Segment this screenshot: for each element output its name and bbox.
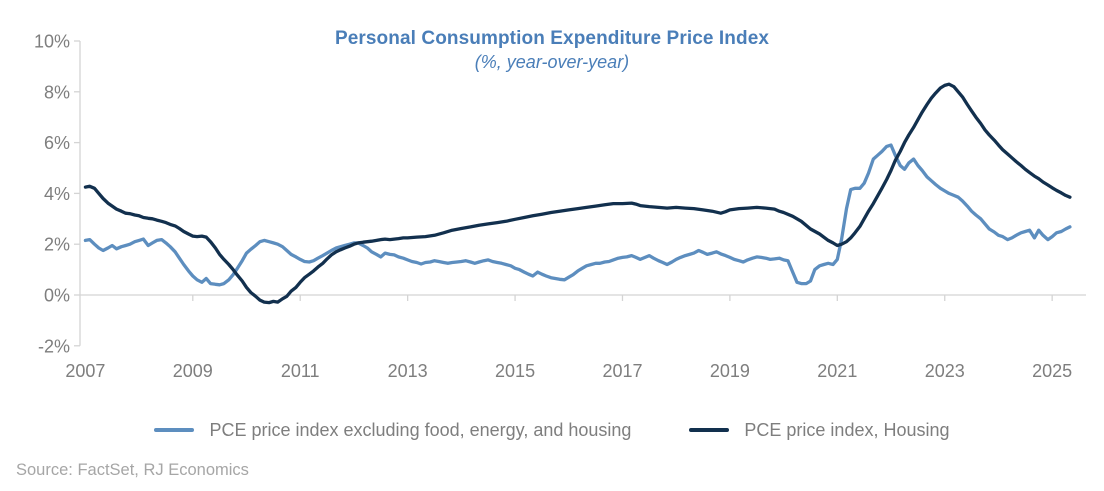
x-tick-label: 2013	[388, 361, 428, 381]
y-tick-label: 10%	[34, 32, 70, 52]
legend-label-core: PCE price index excluding food, energy, …	[209, 419, 632, 440]
x-tick-label: 2015	[495, 361, 535, 381]
y-tick-label: -2%	[38, 336, 70, 356]
y-tick-label: 0%	[44, 286, 70, 306]
line-chart-plot-area: 10% 8% 6% 4% 2% 0% -2% 2007 2009 2011 2013 2015 2017…	[34, 32, 1086, 381]
x-tick-label: 2017	[602, 361, 642, 381]
x-tick-label: 2023	[925, 361, 965, 381]
chart-legend: PCE price index excluding food, energy, …	[0, 414, 1104, 446]
x-tick-label: 2009	[173, 361, 213, 381]
x-tick-label: 2019	[710, 361, 750, 381]
x-tick-label: 2011	[281, 361, 320, 381]
y-tick-label: 2%	[44, 235, 70, 255]
legend-label-housing: PCE price index, Housing	[744, 419, 950, 440]
y-tick-label: 4%	[44, 184, 70, 204]
legend-item-core: PCE price index excluding food, energy, …	[154, 420, 631, 441]
y-tick-label: 6%	[44, 133, 70, 153]
series-line-housing	[83, 82, 1072, 305]
x-tick-label: 2007	[65, 361, 105, 381]
series-line-core	[83, 143, 1072, 287]
y-tick-label: 8%	[44, 82, 70, 102]
source-note: Source: FactSet, RJ Economics	[16, 461, 249, 479]
x-tick-label: 2025	[1032, 361, 1072, 381]
axes: 10% 8% 6% 4% 2% 0% -2% 2007 2009 2011 2013 2015 2017…	[34, 32, 1086, 381]
housing-series-line-swatch	[689, 427, 730, 433]
legend-item-housing: PCE price index, Housing	[689, 419, 950, 441]
chart-title: Personal Consumption Expenditure Price I…	[334, 28, 770, 49]
x-tick-label: 2021	[817, 361, 857, 381]
chart-subtitle: (%, year-over-year)	[474, 52, 630, 72]
core-series-line-swatch	[154, 427, 195, 433]
